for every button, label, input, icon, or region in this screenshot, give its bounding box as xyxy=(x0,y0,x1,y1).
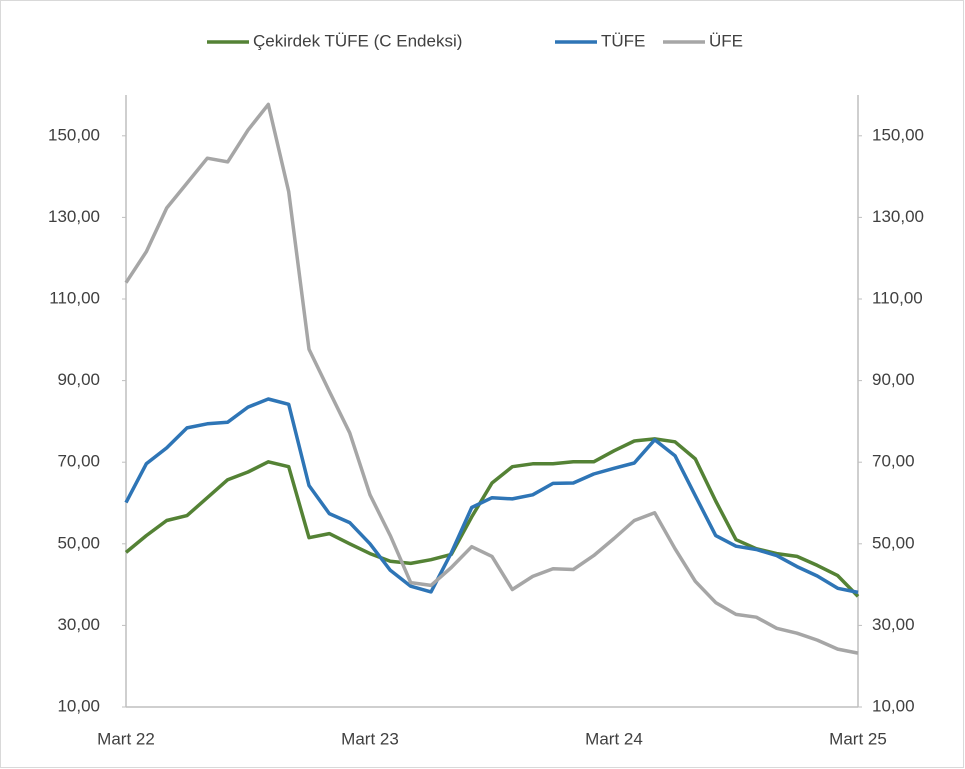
series-line xyxy=(124,397,859,595)
y-tick-label: 110,00 xyxy=(49,288,100,307)
series-line xyxy=(124,102,859,655)
y2-tick-label: 90,00 xyxy=(872,370,915,389)
y2-tick-label: 130,00 xyxy=(872,207,924,226)
x-tick-label: Mart 24 xyxy=(585,729,643,748)
y-tick-label: 70,00 xyxy=(57,452,100,471)
x-tick-label: Mart 23 xyxy=(341,729,399,748)
legend-label: TÜFE xyxy=(601,31,645,50)
y2-tick-label: 10,00 xyxy=(872,696,915,715)
y-tick-label: 90,00 xyxy=(57,370,100,389)
series-line xyxy=(124,437,860,598)
y-tick-label: 130,00 xyxy=(48,207,100,226)
y2-tick-label: 110,00 xyxy=(872,288,923,307)
y-tick-label: 150,00 xyxy=(48,125,100,144)
legend-label: ÜFE xyxy=(709,31,743,50)
y-tick-label: 30,00 xyxy=(57,615,100,634)
x-tick-label: Mart 25 xyxy=(829,729,887,748)
y-tick-label: 50,00 xyxy=(57,533,100,552)
legend-label: Çekirdek TÜFE (C Endeksi) xyxy=(253,31,462,50)
y2-tick-label: 30,00 xyxy=(872,615,915,634)
y2-tick-label: 70,00 xyxy=(872,452,915,471)
y-tick-label: 10,00 xyxy=(57,696,100,715)
y2-tick-label: 150,00 xyxy=(872,125,924,144)
x-tick-label: Mart 22 xyxy=(97,729,155,748)
y2-tick-label: 50,00 xyxy=(872,533,915,552)
